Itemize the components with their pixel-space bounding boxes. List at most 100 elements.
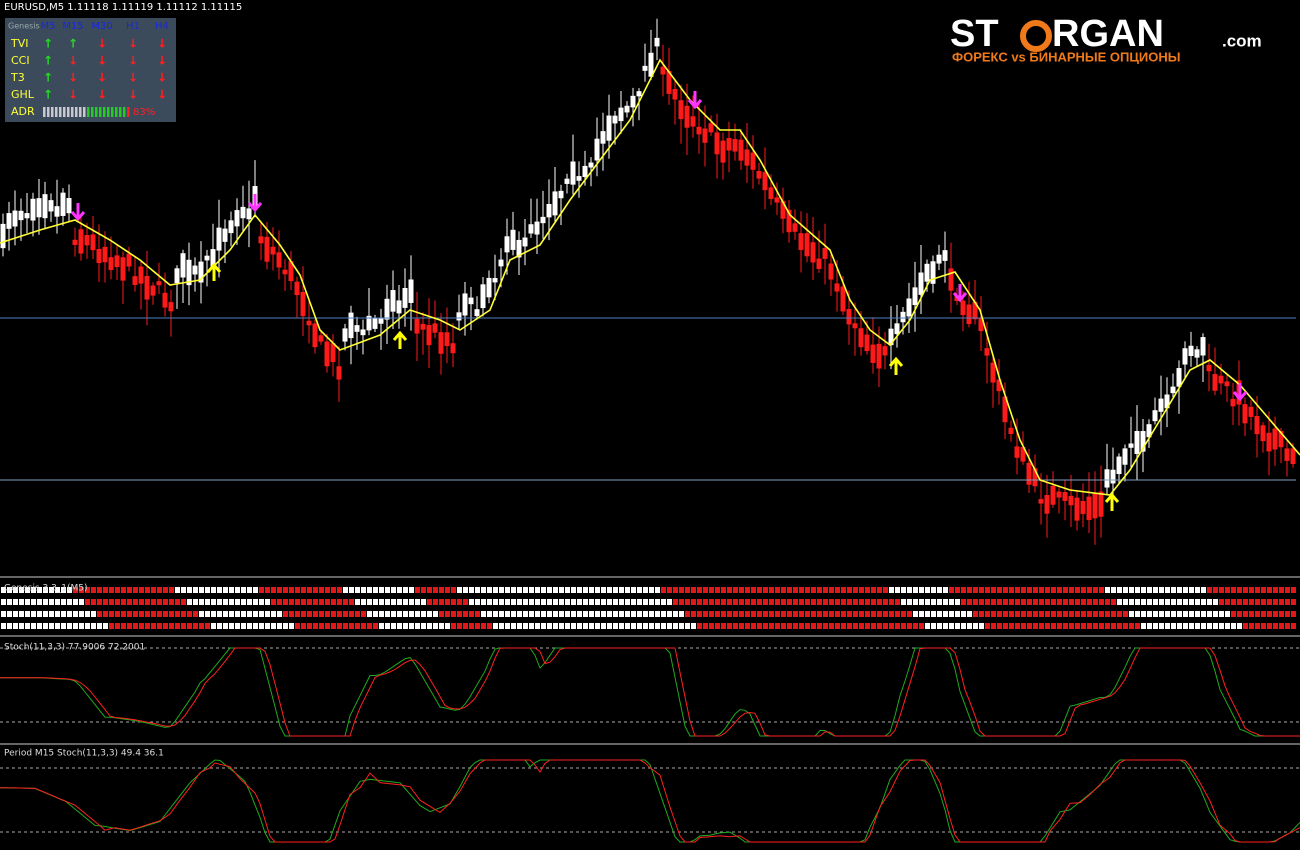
matrix-cell	[301, 599, 306, 605]
matrix-cell	[1033, 611, 1038, 617]
matrix-cell	[1225, 623, 1230, 629]
candle	[312, 323, 318, 348]
matrix-cell	[1063, 587, 1068, 593]
matrix-cell	[1027, 599, 1032, 605]
matrix-cell	[835, 587, 840, 593]
matrix-cell	[505, 623, 510, 629]
matrix-cell	[133, 623, 138, 629]
matrix-cell	[907, 623, 912, 629]
matrix-cell	[247, 623, 252, 629]
matrix-cell	[1105, 623, 1110, 629]
matrix-cell	[421, 611, 426, 617]
candle	[192, 265, 198, 275]
candle	[996, 379, 1002, 392]
matrix-cell	[121, 611, 126, 617]
matrix-cell	[217, 587, 222, 593]
candle	[804, 233, 810, 257]
matrix-cell	[745, 611, 750, 617]
matrix-cell	[1111, 623, 1116, 629]
matrix-cell	[1201, 599, 1206, 605]
matrix-cell	[187, 623, 192, 629]
row-label: GHL	[11, 88, 35, 101]
candle	[576, 176, 582, 181]
matrix-cell	[391, 611, 396, 617]
matrix-cell	[535, 611, 540, 617]
matrix-cell	[1183, 623, 1188, 629]
matrix-cell	[925, 611, 930, 617]
matrix-cell	[37, 599, 42, 605]
matrix-cell	[535, 623, 540, 629]
matrix-cell	[835, 623, 840, 629]
candle	[234, 210, 240, 227]
matrix-cell	[157, 587, 162, 593]
matrix-cell	[445, 611, 450, 617]
matrix-cell	[547, 611, 552, 617]
matrix-cell	[541, 587, 546, 593]
matrix-cell	[1057, 623, 1062, 629]
candle	[744, 149, 750, 166]
matrix-cell	[163, 623, 168, 629]
candle	[1260, 425, 1266, 442]
candle	[1002, 396, 1008, 423]
matrix-cell	[13, 611, 18, 617]
matrix-cell	[115, 611, 120, 617]
matrix-cell	[439, 587, 444, 593]
candle	[438, 332, 444, 354]
matrix-cell	[769, 599, 774, 605]
matrix-cell	[577, 587, 582, 593]
matrix-cell	[1153, 623, 1158, 629]
matrix-cell	[337, 599, 342, 605]
signal: ↑	[43, 88, 53, 102]
matrix-cell	[283, 587, 288, 593]
candle	[924, 263, 930, 282]
matrix-cell	[1021, 611, 1026, 617]
matrix-cell	[481, 599, 486, 605]
matrix-cell	[343, 587, 348, 593]
matrix-cell	[739, 611, 744, 617]
candle	[1248, 406, 1254, 417]
matrix-cell	[247, 587, 252, 593]
candle	[738, 139, 744, 161]
candle	[1266, 432, 1272, 452]
matrix-cell	[361, 611, 366, 617]
candle	[522, 237, 528, 247]
matrix-cell	[301, 623, 306, 629]
matrix-cell	[295, 611, 300, 617]
matrix-cell	[247, 599, 252, 605]
candle	[1044, 494, 1050, 514]
matrix-cell	[667, 623, 672, 629]
matrix-cell	[925, 623, 930, 629]
matrix-cell	[1171, 587, 1176, 593]
candle	[486, 277, 492, 298]
matrix-cell	[127, 587, 132, 593]
candle	[432, 323, 438, 333]
matrix-cell	[199, 587, 204, 593]
matrix-cell	[487, 611, 492, 617]
candle	[336, 366, 342, 380]
matrix-cell	[43, 599, 48, 605]
matrix-cell	[835, 599, 840, 605]
matrix-cell	[973, 587, 978, 593]
candle	[294, 281, 300, 296]
matrix-cell	[595, 599, 600, 605]
matrix-cell	[1159, 587, 1164, 593]
candle	[108, 257, 114, 270]
matrix-cell	[307, 611, 312, 617]
adr-cell	[87, 107, 90, 117]
candle	[318, 335, 324, 342]
matrix-cell	[715, 623, 720, 629]
stoch-signal	[0, 647, 1300, 737]
matrix-cell	[193, 587, 198, 593]
logo-right: RGAN	[1052, 13, 1164, 55]
candle	[96, 248, 102, 264]
matrix-cell	[997, 587, 1002, 593]
matrix-cell	[649, 599, 654, 605]
matrix-cell	[847, 611, 852, 617]
matrix-cell	[1087, 587, 1092, 593]
matrix-cell	[721, 623, 726, 629]
matrix-cell	[283, 599, 288, 605]
matrix-cell	[907, 611, 912, 617]
matrix-cell	[1063, 623, 1068, 629]
candle	[798, 233, 804, 250]
matrix-cell	[565, 623, 570, 629]
